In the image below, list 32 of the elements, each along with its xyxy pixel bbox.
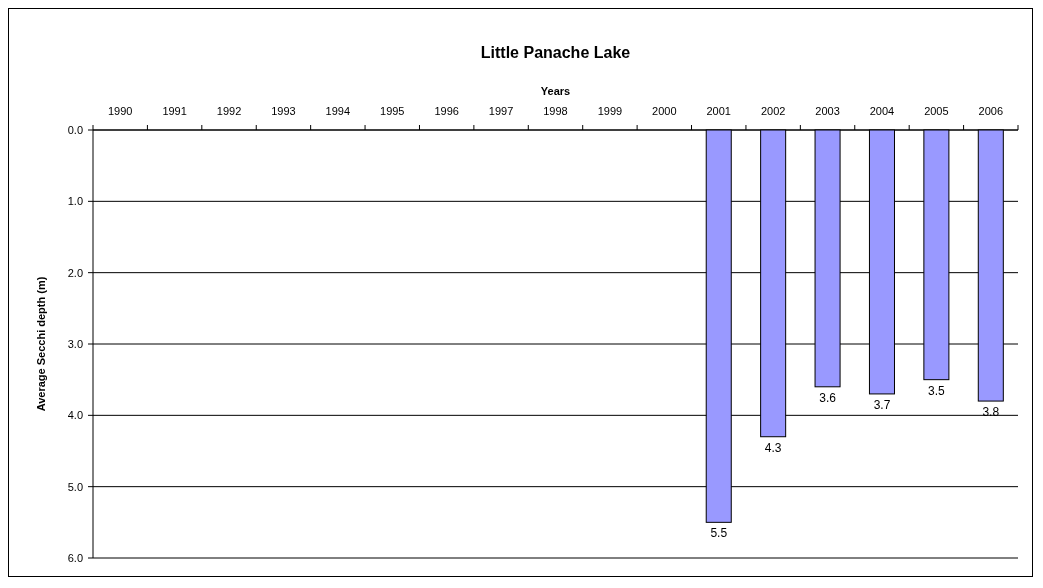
x-tick-label: 1993 <box>271 105 296 117</box>
x-tick-label: 2003 <box>815 105 840 117</box>
data-label: 3.5 <box>928 383 946 398</box>
y-tick-label: 0.0 <box>67 124 83 136</box>
data-label: 3.6 <box>819 390 837 405</box>
x-tick-label: 2000 <box>652 105 677 117</box>
y-tick-label: 6.0 <box>67 552 83 564</box>
x-tick-label: 1998 <box>543 105 568 117</box>
y-axis-title: Average Secchi depth (m) <box>35 276 47 412</box>
x-tick-label: 1994 <box>325 105 351 117</box>
data-label: 4.3 <box>764 440 782 455</box>
y-tick-label: 5.0 <box>67 480 83 493</box>
x-tick-label: 2005 <box>924 105 949 117</box>
y-tick-label: 4.0 <box>67 409 83 422</box>
x-tick-label: 1990 <box>107 105 133 117</box>
chart-title: Little Panache Lake <box>480 44 631 61</box>
data-label: 5.5 <box>710 526 728 541</box>
x-tick-label: 1991 <box>162 105 187 117</box>
x-tick-label: 1996 <box>434 105 459 117</box>
x-tick-label: 2004 <box>869 105 895 117</box>
x-tick-label: 2002 <box>760 105 786 117</box>
y-tick-label: 1.0 <box>67 195 83 208</box>
x-tick-label: 2001 <box>706 105 731 117</box>
x-tick-label: 1997 <box>488 105 514 117</box>
data-label: 3.7 <box>873 397 891 412</box>
y-tick-label: 2.0 <box>67 266 83 279</box>
x-tick-label: 2006 <box>978 105 1004 117</box>
y-tick-label: 3.0 <box>67 338 83 350</box>
x-tick-label: 1999 <box>597 105 623 117</box>
x-axis-title: Years <box>540 85 571 97</box>
x-tick-label: 1995 <box>380 105 405 117</box>
x-tick-label: 1992 <box>216 105 242 117</box>
